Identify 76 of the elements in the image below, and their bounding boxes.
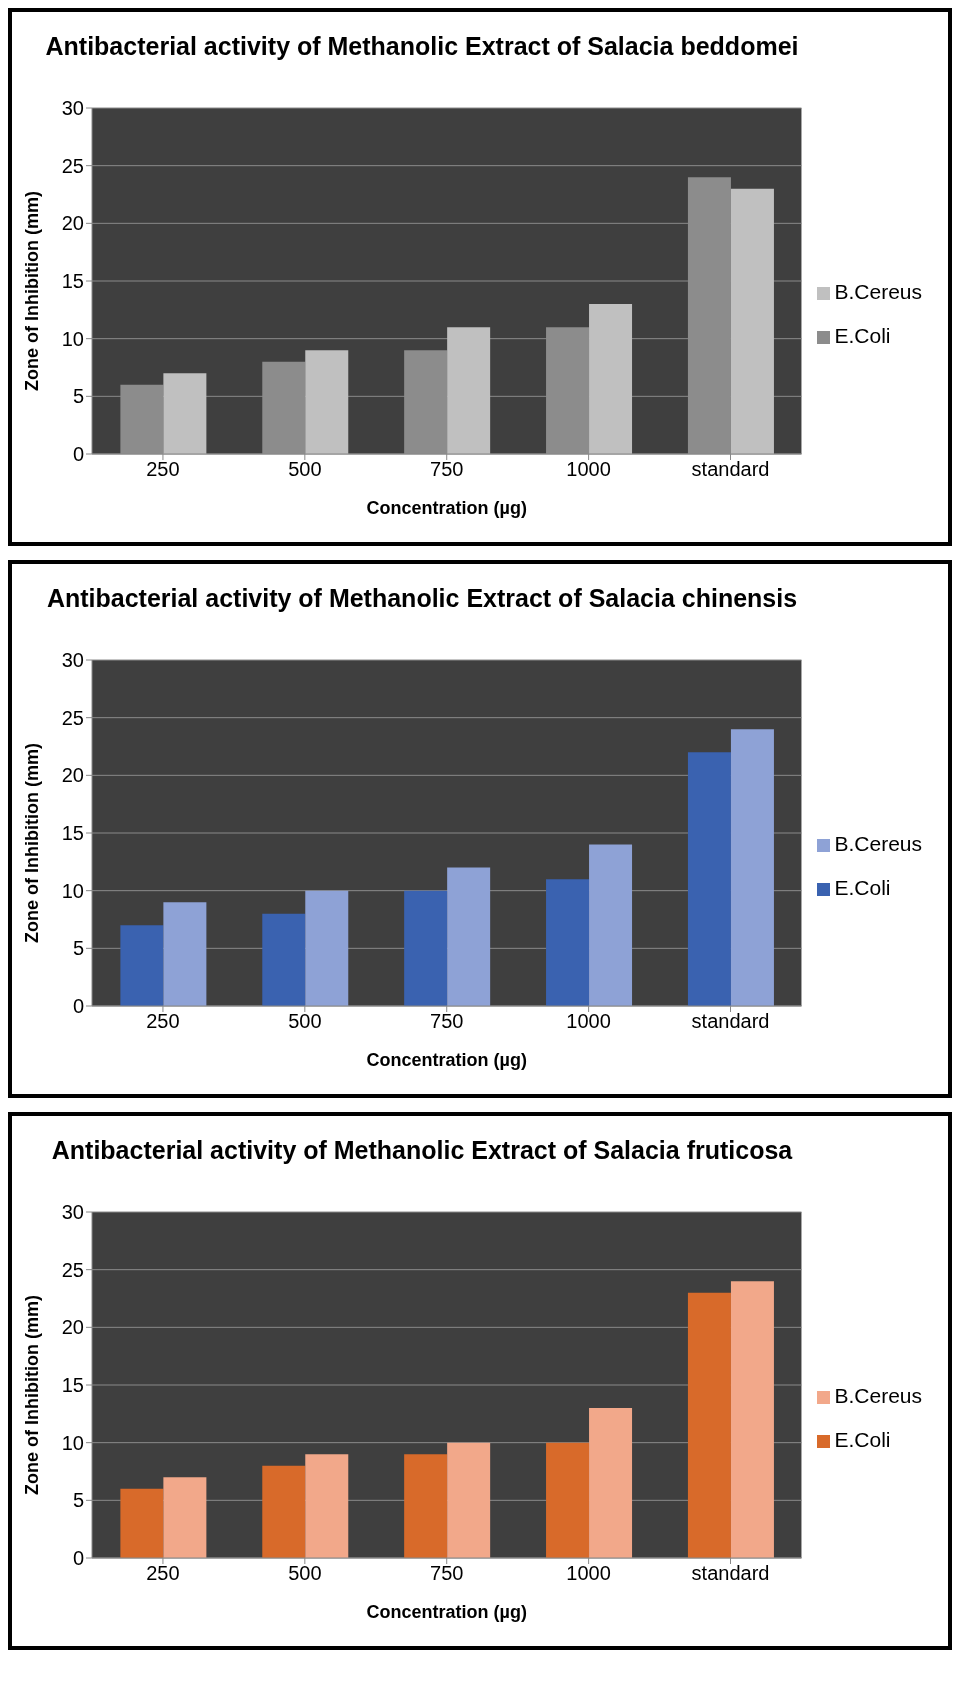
- bar: [163, 1477, 207, 1558]
- y-tick-label: 0: [72, 995, 84, 1018]
- bar: [305, 1454, 349, 1558]
- y-tick-label: 25: [61, 706, 84, 729]
- bar: [404, 1454, 448, 1558]
- bar: [120, 1488, 164, 1558]
- y-tick-label: 20: [61, 1316, 84, 1339]
- bar: [305, 890, 349, 1006]
- chart-title: Antibacterial activity of Methanolic Extract of Salacia fruticosa: [50, 1135, 794, 1166]
- y-tick-label: 0: [72, 1547, 84, 1570]
- bar: [730, 188, 774, 454]
- y-tick-label: 20: [61, 212, 84, 235]
- bar: [589, 1408, 633, 1558]
- bar: [447, 327, 491, 454]
- x-tick-label: standard: [691, 1562, 770, 1585]
- legend-label: B.Cereus: [834, 832, 922, 855]
- x-tick-label: 750: [430, 1010, 464, 1033]
- x-tick-label: 250: [146, 1010, 180, 1033]
- x-tick-label: 1000: [566, 1562, 611, 1585]
- y-tick-label: 30: [61, 649, 84, 672]
- y-tick-label: 10: [61, 327, 84, 350]
- bar: [404, 890, 448, 1006]
- legend-label: B.Cereus: [834, 1384, 922, 1407]
- bar: [589, 304, 633, 454]
- y-tick-label: 15: [61, 1374, 84, 1397]
- chart-title: Antibacterial activity of Methanolic Extract of Salacia chinensis: [45, 583, 799, 614]
- y-tick-label: 15: [61, 270, 84, 293]
- bar: [120, 925, 164, 1006]
- bar: [546, 1442, 590, 1558]
- bar: [589, 844, 633, 1006]
- bar: [546, 879, 590, 1006]
- legend-label: B.Cereus: [834, 280, 922, 303]
- y-tick-label: 5: [72, 385, 84, 408]
- x-tick-label: 750: [430, 1562, 464, 1585]
- y-tick-label: 5: [72, 937, 84, 960]
- y-tick-label: 15: [61, 822, 84, 845]
- x-axis-title: Concentration (µg): [366, 1602, 527, 1622]
- x-axis-title: Concentration (µg): [366, 498, 527, 518]
- y-tick-label: 25: [61, 154, 84, 177]
- legend-label: E.Coli: [834, 876, 891, 899]
- x-tick-label: standard: [691, 458, 770, 481]
- y-tick-label: 30: [61, 1201, 84, 1224]
- legend-label: E.Coli: [834, 1428, 891, 1451]
- x-tick-label: 1000: [566, 1010, 611, 1033]
- y-axis-title: Zone of Inhibition (mm): [22, 1295, 43, 1495]
- x-tick-label: 500: [288, 1010, 322, 1033]
- y-axis-title: Zone of Inhibition (mm): [22, 743, 43, 943]
- x-tick-label: 750: [430, 458, 464, 481]
- x-tick-label: 500: [288, 458, 322, 481]
- x-tick-label: 250: [146, 458, 180, 481]
- bar: [687, 1292, 731, 1558]
- y-tick-label: 30: [61, 97, 84, 120]
- bar: [305, 350, 349, 454]
- y-tick-label: 10: [61, 879, 84, 902]
- x-tick-label: standard: [691, 1010, 770, 1033]
- bar: [447, 1442, 491, 1558]
- bar: [687, 752, 731, 1006]
- y-tick-label: 10: [61, 1431, 84, 1454]
- bar: [163, 902, 207, 1006]
- y-tick-label: 20: [61, 764, 84, 787]
- x-tick-label: 500: [288, 1562, 322, 1585]
- bar: [262, 913, 306, 1006]
- bar: [730, 729, 774, 1006]
- y-tick-label: 25: [61, 1258, 84, 1281]
- y-axis-title: Zone of Inhibition (mm): [22, 191, 43, 391]
- bar: [447, 867, 491, 1006]
- y-tick-label: 5: [72, 1489, 84, 1512]
- chart-title: Antibacterial activity of Methanolic Extract of Salacia beddomei: [44, 31, 800, 62]
- y-tick-label: 0: [72, 443, 84, 466]
- bar: [730, 1281, 774, 1558]
- x-tick-label: 250: [146, 1562, 180, 1585]
- x-tick-label: 1000: [566, 458, 611, 481]
- bar: [163, 373, 207, 454]
- bar: [262, 1465, 306, 1558]
- x-axis-title: Concentration (µg): [366, 1050, 527, 1070]
- legend-label: E.Coli: [834, 324, 891, 347]
